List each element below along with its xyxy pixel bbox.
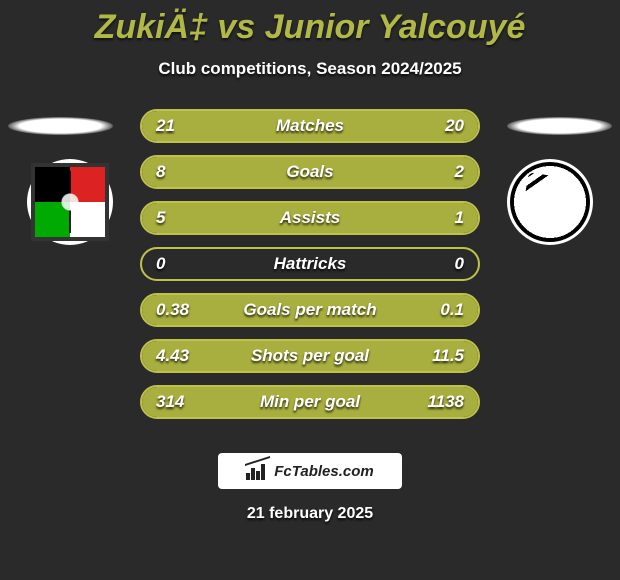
metric-label: Goals: [142, 162, 478, 182]
metric-bar: Goals8 2: [140, 155, 480, 189]
source-logo-text: FcTables.com: [274, 463, 373, 480]
sturm-logo-icon: [510, 162, 590, 242]
metric-value-right: 0.1: [440, 300, 464, 320]
metric-label: Matches: [142, 116, 478, 136]
metric-label: Shots per goal: [142, 346, 478, 366]
metric-value-right: 1138: [427, 392, 464, 412]
metric-bar: Assists5 1: [140, 201, 480, 235]
comparison-panel: Matches21 20 Goals8 2 Assists5 1 Hattricks0 0 Go…: [0, 109, 620, 439]
chart-icon: [246, 462, 268, 480]
metric-label: Hattricks: [142, 254, 478, 274]
metric-value-right: 1: [455, 208, 464, 228]
source-logo: FcTables.com: [218, 453, 402, 489]
metric-bars: Matches21 20 Goals8 2 Assists5 1 Hattricks0 0 Go…: [140, 109, 480, 431]
metric-value-right: 20: [445, 116, 464, 136]
metric-value-left: 5: [156, 208, 165, 228]
metric-value-left: 0.38: [156, 300, 189, 320]
metric-value-right: 0: [455, 254, 464, 274]
wac-logo-icon: [31, 163, 109, 241]
metric-value-left: 21: [156, 116, 175, 136]
team-right-badge: [500, 159, 600, 245]
metric-value-left: 0: [156, 254, 165, 274]
metric-bar: Hattricks0 0: [140, 247, 480, 281]
metric-label: Goals per match: [142, 300, 478, 320]
page-title: ZukiÄ‡ vs Junior Yalcouyé: [0, 0, 620, 47]
metric-value-right: 11.5: [432, 346, 464, 366]
metric-value-left: 4.43: [156, 346, 189, 366]
team-left-badge: [20, 159, 120, 245]
metric-value-left: 314: [156, 392, 184, 412]
metric-bar: Shots per goal4.43 11.5: [140, 339, 480, 373]
left-shadow: [8, 117, 113, 135]
right-shadow: [507, 117, 612, 135]
metric-value-left: 8: [156, 162, 165, 182]
metric-label: Assists: [142, 208, 478, 228]
metric-bar: Goals per match0.38 0.1: [140, 293, 480, 327]
metric-bar: Min per goal3141138: [140, 385, 480, 419]
date-label: 21 february 2025: [0, 505, 620, 523]
metric-value-right: 2: [455, 162, 464, 182]
subtitle: Club competitions, Season 2024/2025: [0, 59, 620, 79]
metric-bar: Matches21 20: [140, 109, 480, 143]
